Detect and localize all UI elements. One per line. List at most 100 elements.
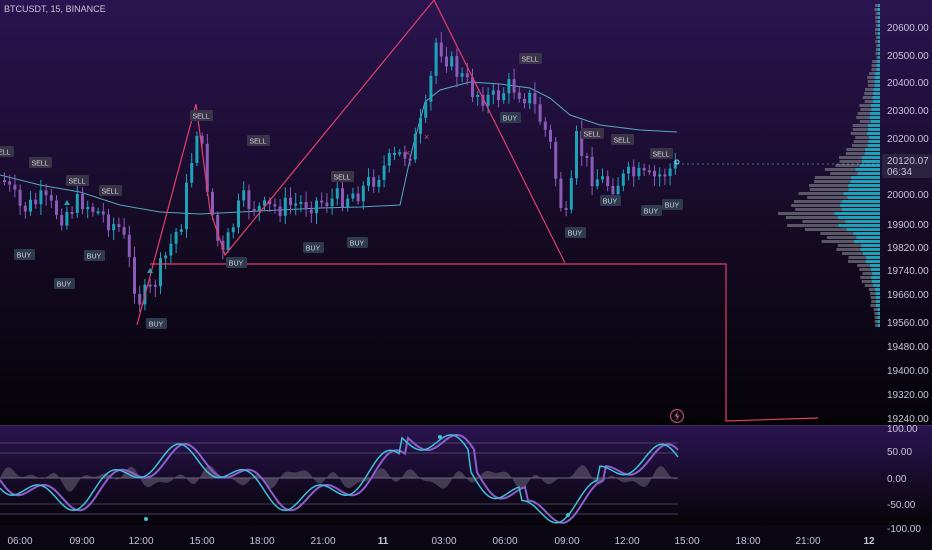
volume-profile-bar bbox=[876, 64, 880, 67]
candle-body bbox=[429, 75, 433, 102]
time-axis[interactable]: 06:00 09:00 12:00 15:00 18:00 21:00 11 03:00 06:… bbox=[7, 536, 875, 547]
time-tick-label: 09:00 bbox=[554, 536, 579, 547]
volume-profile-bar bbox=[864, 152, 880, 155]
candle-body bbox=[117, 224, 121, 227]
price-tick-label: 19660.00 bbox=[887, 290, 929, 301]
volume-profile-bar bbox=[859, 268, 871, 271]
volume-profile-bar bbox=[869, 116, 880, 119]
cross-marker: × bbox=[424, 132, 429, 142]
zigzag-lines: ×× bbox=[136, 0, 882, 422]
candle-body bbox=[75, 193, 79, 214]
candle-body bbox=[325, 202, 329, 207]
oscillator-axis[interactable]: 100.00 50.00 0.00 -50.00 -100.00 bbox=[887, 424, 921, 535]
candle-body bbox=[211, 191, 214, 215]
volume-profile-bar bbox=[848, 184, 880, 187]
price-axis[interactable]: 20600.00 20500.00 20400.00 20300.00 20200.00… bbox=[887, 23, 929, 425]
oscillator-extreme-dot bbox=[566, 513, 570, 517]
volume-profile-bar bbox=[875, 72, 880, 75]
candle-body bbox=[44, 190, 48, 196]
volume-profile-bar bbox=[841, 208, 880, 211]
buy-tag-label: BUY bbox=[149, 322, 164, 329]
volume-profile-bar bbox=[877, 308, 880, 311]
buy-tag-label: BUY bbox=[57, 282, 72, 289]
volume-profile-bar bbox=[809, 188, 849, 191]
candle-body bbox=[252, 208, 256, 212]
candle-body bbox=[481, 94, 485, 106]
signal-tags: BUY BUY BUY BUY BUY BUY BUY BUY BUY BUY BUY BUY SELL… bbox=[0, 53, 683, 329]
price-tick-label: 19240.00 bbox=[887, 414, 929, 425]
candle-body bbox=[564, 207, 568, 210]
candle-body bbox=[174, 231, 178, 244]
zigzag-line bbox=[136, 0, 566, 326]
buy-tag-box bbox=[54, 278, 75, 289]
volume-profile bbox=[778, 4, 880, 327]
volume-profile-bar bbox=[835, 164, 860, 167]
candle-body bbox=[621, 173, 625, 186]
volume-profile-bar bbox=[814, 180, 851, 183]
sell-tag-label: SELL bbox=[583, 132, 600, 139]
volume-profile-bar bbox=[875, 32, 878, 35]
buy-tag-box bbox=[14, 249, 35, 260]
oscillator-pane-background bbox=[0, 425, 932, 525]
candle-body bbox=[320, 200, 324, 203]
volume-profile-bar bbox=[845, 220, 880, 223]
volume-profile-bar bbox=[842, 252, 863, 255]
candle-body bbox=[221, 240, 225, 250]
candle-body bbox=[169, 243, 173, 256]
candle-body bbox=[200, 135, 204, 144]
volume-profile-bar bbox=[855, 168, 880, 171]
candle-body bbox=[179, 229, 183, 232]
volume-profile-bar bbox=[802, 220, 846, 223]
volume-profile-bar bbox=[859, 164, 880, 167]
lightning-icon[interactable] bbox=[669, 408, 685, 424]
volume-profile-bar bbox=[809, 184, 849, 187]
buy-tag-label: BUY bbox=[87, 254, 102, 261]
volume-profile-bar bbox=[839, 156, 862, 159]
volume-profile-bar bbox=[864, 148, 880, 151]
volume-profile-bar bbox=[877, 32, 880, 35]
volume-profile-bar bbox=[877, 52, 880, 55]
candle-body bbox=[164, 255, 168, 259]
buy-tag-label: BUY bbox=[17, 253, 32, 260]
candle-body bbox=[335, 188, 339, 199]
candle-body bbox=[413, 133, 417, 160]
sell-tag-box bbox=[0, 146, 14, 157]
volume-profile-bar bbox=[871, 280, 880, 283]
candle-body bbox=[195, 135, 199, 163]
candle-body bbox=[647, 170, 651, 173]
volume-profile-bar bbox=[877, 40, 880, 43]
price-tick-label: 20500.00 bbox=[887, 51, 929, 62]
oscillator-main-line bbox=[0, 434, 679, 524]
volume-profile-bar bbox=[875, 36, 879, 39]
volume-profile-bar bbox=[843, 192, 880, 195]
oscillator-extreme-dot bbox=[144, 517, 148, 521]
volume-profile-bar bbox=[876, 68, 880, 71]
volume-profile-bar bbox=[864, 284, 874, 287]
candle-body bbox=[148, 284, 152, 287]
price-tick-label: 20300.00 bbox=[887, 106, 929, 117]
price-tick-label: 20000.00 bbox=[887, 190, 929, 201]
buy-tag-box bbox=[347, 237, 368, 248]
candle-body bbox=[606, 176, 610, 186]
oscillator-tick-label: 100.00 bbox=[887, 424, 918, 435]
candle-body bbox=[382, 165, 386, 180]
candle-body bbox=[60, 215, 64, 226]
volume-profile-bar bbox=[867, 124, 880, 127]
candle-body bbox=[549, 129, 552, 142]
time-tick-label: 12 bbox=[863, 536, 875, 547]
candle-body bbox=[559, 178, 563, 208]
candle-body bbox=[471, 77, 474, 97]
price-tick-label: 19740.00 bbox=[887, 266, 929, 277]
candle-body bbox=[216, 214, 220, 241]
candle-body bbox=[543, 121, 547, 130]
candle-body bbox=[387, 153, 391, 166]
volume-profile-bar bbox=[868, 288, 875, 291]
candle-body bbox=[278, 206, 282, 216]
symbol-title[interactable]: BTCUSDT, 15, BINANCE bbox=[4, 4, 106, 14]
volume-profile-bar bbox=[850, 132, 867, 135]
candle-body bbox=[153, 284, 157, 287]
candle-body bbox=[673, 160, 677, 169]
volume-profile-bar bbox=[875, 40, 878, 43]
candle-body bbox=[611, 185, 615, 195]
